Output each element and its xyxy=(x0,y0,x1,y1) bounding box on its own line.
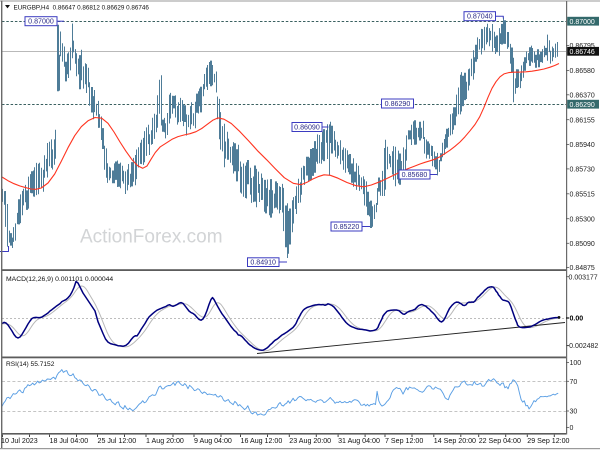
svg-text:9 Aug 04:00: 9 Aug 04:00 xyxy=(194,437,232,445)
svg-text:0.85515: 0.85515 xyxy=(570,191,595,198)
svg-text:0.003177: 0.003177 xyxy=(569,274,598,281)
svg-text:0.86746: 0.86746 xyxy=(570,49,595,56)
svg-text:16 Aug 12:00: 16 Aug 12:00 xyxy=(241,437,283,445)
svg-text:0.85220: 0.85220 xyxy=(334,223,360,231)
svg-text:22 Sep 04:00: 22 Sep 04:00 xyxy=(479,437,521,445)
svg-text:0.86290: 0.86290 xyxy=(385,100,411,108)
svg-text:0.87000: 0.87000 xyxy=(28,18,54,26)
svg-text:0: 0 xyxy=(570,425,574,432)
svg-text:0.87000: 0.87000 xyxy=(570,19,595,26)
svg-text:ActionForex.com: ActionForex.com xyxy=(80,227,223,248)
svg-text:31 Aug 04:00: 31 Aug 04:00 xyxy=(338,437,380,445)
svg-text:14 Sep 20:00: 14 Sep 20:00 xyxy=(434,437,476,445)
svg-text:0.84910: 0.84910 xyxy=(250,259,276,267)
svg-text:7 Sep 12:00: 7 Sep 12:00 xyxy=(385,437,423,445)
svg-text:0.86290: 0.86290 xyxy=(570,102,595,109)
svg-text:-0.002482: -0.002482 xyxy=(567,343,599,350)
svg-text:18 Jul 04:00: 18 Jul 04:00 xyxy=(50,437,89,445)
svg-text:25 Jul 12:00: 25 Jul 12:00 xyxy=(98,437,137,445)
svg-text:70: 70 xyxy=(570,379,578,386)
svg-text:1 Aug 20:00: 1 Aug 20:00 xyxy=(146,437,184,445)
svg-text:RSI(14) 55.7152: RSI(14) 55.7152 xyxy=(6,361,55,368)
svg-text:0.85680: 0.85680 xyxy=(402,171,428,179)
svg-text:MACD(12,26,9) 0.001101 0.00004: MACD(12,26,9) 0.001101 0.000044 xyxy=(6,276,113,283)
svg-text:29 Sep 12:00: 29 Sep 12:00 xyxy=(527,437,569,445)
svg-text:30: 30 xyxy=(570,409,578,416)
svg-text:0.86370: 0.86370 xyxy=(570,92,595,99)
svg-text:0.86155: 0.86155 xyxy=(570,117,595,124)
svg-text:0.00: 0.00 xyxy=(570,316,584,323)
svg-text:0.84875: 0.84875 xyxy=(570,265,595,272)
svg-text:0.85090: 0.85090 xyxy=(570,241,595,248)
svg-text:100: 100 xyxy=(570,360,582,367)
svg-text:0.85940: 0.85940 xyxy=(570,142,595,149)
svg-text:0.86795: 0.86795 xyxy=(570,43,595,50)
svg-text:10 Jul 2023: 10 Jul 2023 xyxy=(1,437,38,445)
svg-text:EURGBP,H4 0.86647 0.86812 0.8: EURGBP,H4 0.86647 0.86812 0.86629 0.8674… xyxy=(14,4,150,11)
svg-text:0.87040: 0.87040 xyxy=(467,13,493,21)
svg-text:23 Aug 20:00: 23 Aug 20:00 xyxy=(289,437,331,445)
svg-text:0.85730: 0.85730 xyxy=(570,167,595,174)
svg-text:0.85300: 0.85300 xyxy=(570,216,595,223)
svg-text:0.86090: 0.86090 xyxy=(294,123,320,131)
svg-text:0.86580: 0.86580 xyxy=(570,68,595,75)
